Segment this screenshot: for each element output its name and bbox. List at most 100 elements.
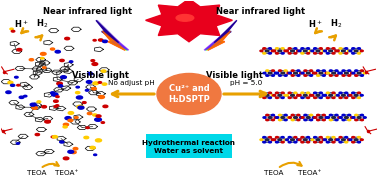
Circle shape — [33, 105, 37, 107]
Circle shape — [354, 50, 358, 52]
Circle shape — [268, 48, 271, 49]
Polygon shape — [106, 31, 129, 50]
Circle shape — [45, 120, 50, 123]
Text: H$_2$: H$_2$ — [330, 17, 342, 30]
Circle shape — [284, 139, 287, 140]
Circle shape — [92, 63, 98, 65]
Circle shape — [339, 53, 342, 54]
Circle shape — [352, 117, 355, 118]
Circle shape — [73, 148, 78, 150]
Circle shape — [347, 139, 350, 140]
Circle shape — [360, 95, 363, 96]
Circle shape — [294, 136, 297, 138]
Circle shape — [335, 139, 338, 140]
Circle shape — [350, 117, 353, 118]
Polygon shape — [104, 31, 127, 50]
Text: H$^+$: H$^+$ — [308, 18, 322, 30]
Circle shape — [271, 139, 274, 140]
Circle shape — [101, 70, 106, 72]
Circle shape — [266, 70, 269, 71]
Circle shape — [326, 48, 329, 49]
Circle shape — [50, 48, 54, 50]
Circle shape — [304, 94, 307, 96]
Circle shape — [23, 95, 27, 97]
Circle shape — [319, 97, 322, 99]
Circle shape — [285, 95, 288, 96]
Circle shape — [363, 117, 366, 118]
Circle shape — [294, 53, 297, 54]
Circle shape — [297, 119, 300, 121]
Circle shape — [291, 139, 294, 141]
Circle shape — [336, 50, 339, 52]
Circle shape — [91, 60, 94, 61]
Circle shape — [332, 72, 336, 74]
Circle shape — [329, 94, 333, 96]
Circle shape — [276, 48, 279, 49]
Circle shape — [8, 81, 13, 84]
Circle shape — [10, 28, 13, 30]
Circle shape — [339, 141, 342, 143]
Circle shape — [322, 95, 325, 96]
Circle shape — [304, 50, 307, 52]
Circle shape — [342, 75, 345, 76]
Circle shape — [307, 141, 310, 143]
Polygon shape — [214, 20, 237, 43]
Circle shape — [304, 70, 307, 71]
Text: Cu²⁺ and: Cu²⁺ and — [169, 84, 209, 93]
Circle shape — [329, 119, 332, 121]
Circle shape — [314, 117, 317, 118]
Circle shape — [350, 72, 353, 74]
Circle shape — [281, 136, 284, 138]
Circle shape — [54, 100, 58, 102]
Circle shape — [325, 72, 328, 74]
Circle shape — [335, 75, 338, 76]
Circle shape — [301, 53, 304, 54]
Polygon shape — [102, 31, 125, 50]
Circle shape — [281, 53, 284, 54]
Circle shape — [312, 72, 315, 74]
Circle shape — [294, 117, 297, 118]
Circle shape — [326, 136, 329, 138]
Circle shape — [338, 72, 341, 74]
Circle shape — [266, 119, 269, 121]
Circle shape — [265, 139, 269, 141]
Circle shape — [314, 92, 317, 94]
Circle shape — [314, 72, 317, 74]
Text: H$_2$: H$_2$ — [36, 17, 48, 30]
Circle shape — [348, 70, 351, 71]
Circle shape — [278, 94, 282, 96]
Text: Hydrothermal reaction: Hydrothermal reaction — [143, 140, 235, 146]
Circle shape — [355, 70, 358, 71]
Circle shape — [268, 72, 272, 74]
Circle shape — [324, 95, 327, 96]
Circle shape — [98, 82, 102, 83]
Circle shape — [271, 70, 274, 71]
Circle shape — [263, 117, 266, 118]
Circle shape — [86, 127, 89, 129]
Circle shape — [276, 53, 279, 54]
Circle shape — [276, 141, 279, 143]
Circle shape — [268, 136, 271, 138]
Circle shape — [322, 139, 325, 140]
Circle shape — [363, 72, 366, 74]
Circle shape — [336, 95, 339, 96]
Circle shape — [30, 103, 36, 106]
Circle shape — [297, 139, 300, 140]
Circle shape — [76, 86, 79, 88]
Circle shape — [307, 72, 310, 74]
Circle shape — [16, 143, 20, 144]
Circle shape — [276, 136, 279, 138]
Circle shape — [93, 82, 99, 85]
Circle shape — [29, 59, 34, 61]
Circle shape — [319, 141, 322, 143]
Circle shape — [329, 114, 332, 116]
Circle shape — [342, 119, 345, 121]
Circle shape — [348, 75, 351, 76]
Circle shape — [310, 70, 313, 71]
Circle shape — [317, 75, 320, 76]
Circle shape — [326, 141, 329, 143]
Circle shape — [335, 50, 338, 52]
Polygon shape — [96, 20, 119, 43]
Circle shape — [284, 70, 287, 71]
Circle shape — [354, 139, 358, 141]
